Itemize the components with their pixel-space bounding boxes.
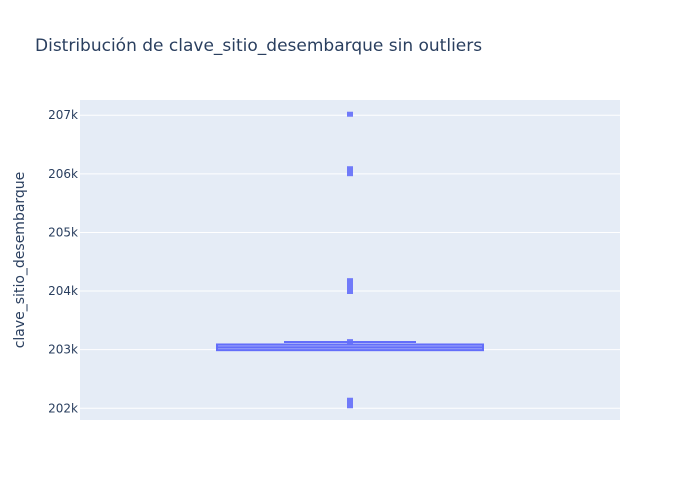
outlier-point xyxy=(347,111,353,117)
y-tick-label: 207k xyxy=(48,108,78,122)
y-tick-label: 204k xyxy=(48,284,78,298)
y-tick-label: 202k xyxy=(48,401,78,415)
outlier-point xyxy=(347,166,353,177)
outlier-point xyxy=(347,339,353,345)
y-tick-label: 206k xyxy=(48,167,78,181)
y-tick-label: 203k xyxy=(48,343,78,357)
plot-area xyxy=(80,100,620,420)
y-tick-label: 205k xyxy=(48,225,78,239)
box-trace xyxy=(216,111,484,409)
outlier-point xyxy=(347,397,353,409)
y-axis-ticks: 202k 203k 204k 205k 206k 207k xyxy=(48,108,78,415)
y-axis-label: clave_sitio_desembarque xyxy=(12,172,28,349)
chart-title: Distribución de clave_sitio_desembarque … xyxy=(35,36,482,56)
outlier-point xyxy=(347,278,353,294)
